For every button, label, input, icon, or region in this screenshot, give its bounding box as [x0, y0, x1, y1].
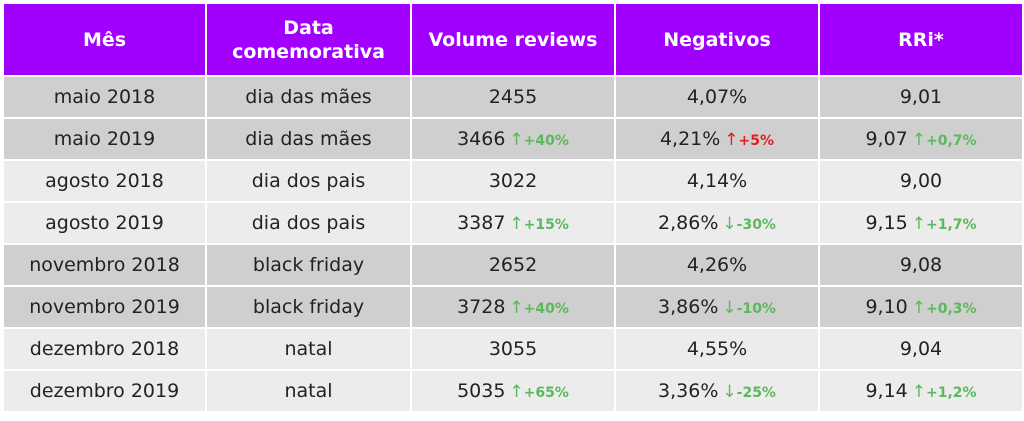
arrow-up-icon: ↑: [509, 214, 524, 234]
table-row: dezembro 2019 natal 5035 ↑+65% 3,36% ↓-25% 9,1…: [2, 369, 1024, 413]
cell-data-comemorativa: natal: [205, 327, 412, 371]
cell-data-comemorativa: dia dos pais: [205, 201, 412, 245]
change-indicator: ↓-30%: [722, 214, 776, 234]
change-indicator: ↓-25%: [722, 382, 776, 402]
cell-rri: 9,00: [818, 159, 1024, 203]
cell-data-comemorativa: natal: [205, 369, 412, 413]
cell-volume: 3022: [410, 159, 616, 203]
cell-mes: maio 2019: [2, 117, 207, 161]
cell-negativos: 3,36% ↓-25%: [614, 369, 820, 413]
cell-negativos: 4,26%: [614, 243, 820, 287]
arrow-up-icon: ↑: [911, 298, 926, 318]
cell-negativos: 4,14%: [614, 159, 820, 203]
table-row: novembro 2019 black friday 3728 ↑+40% 3,86% ↓…: [2, 285, 1024, 329]
table-row: maio 2018 dia das mães 2455 4,07% 9,01: [2, 75, 1024, 119]
change-indicator: ↑+0,3%: [911, 298, 977, 318]
cell-rri: 9,08: [818, 243, 1024, 287]
cell-data-comemorativa: dia dos pais: [205, 159, 412, 203]
change-indicator: ↑+0,7%: [911, 130, 977, 150]
cell-rri: 9,15 ↑+1,7%: [818, 201, 1024, 245]
table-row: agosto 2019 dia dos pais 3387 ↑+15% 2,86% ↓-3…: [2, 201, 1024, 245]
arrow-up-icon: ↑: [509, 382, 524, 402]
table-row: maio 2019 dia das mães 3466 ↑+40% 4,21% ↑+5% 9…: [2, 117, 1024, 161]
cell-data-comemorativa: dia das mães: [205, 75, 412, 119]
cell-negativos: 4,55%: [614, 327, 820, 371]
cell-mes: agosto 2018: [2, 159, 207, 203]
arrow-down-icon: ↓: [722, 382, 737, 402]
cell-volume: 3387 ↑+15%: [410, 201, 616, 245]
cell-negativos: 4,07%: [614, 75, 820, 119]
arrow-down-icon: ↓: [722, 214, 737, 234]
cell-mes: agosto 2019: [2, 201, 207, 245]
cell-volume: 2652: [410, 243, 616, 287]
cell-mes: novembro 2019: [2, 285, 207, 329]
cell-rri: 9,01: [818, 75, 1024, 119]
change-indicator: ↑+65%: [509, 382, 569, 402]
change-indicator: ↓-10%: [722, 298, 776, 318]
change-indicator: ↑+1,2%: [911, 382, 977, 402]
arrow-up-icon: ↑: [509, 130, 524, 150]
change-indicator: ↑+5%: [724, 130, 775, 150]
cell-volume: 3055: [410, 327, 616, 371]
cell-rri: 9,10 ↑+0,3%: [818, 285, 1024, 329]
header-row: Mês Data comemorativa Volume reviews Nega…: [2, 2, 1024, 77]
cell-mes: maio 2018: [2, 75, 207, 119]
table-row: agosto 2018 dia dos pais 3022 4,14% 9,00: [2, 159, 1024, 203]
table-row: dezembro 2018 natal 3055 4,55% 9,04: [2, 327, 1024, 371]
cell-data-comemorativa: dia das mães: [205, 117, 412, 161]
arrow-up-icon: ↑: [911, 130, 926, 150]
cell-mes: dezembro 2018: [2, 327, 207, 371]
change-indicator: ↑+1,7%: [911, 214, 977, 234]
cell-negativos: 2,86% ↓-30%: [614, 201, 820, 245]
table-row: novembro 2018 black friday 2652 4,26% 9,08: [2, 243, 1024, 287]
header-volume-reviews: Volume reviews: [410, 2, 616, 77]
header-negativos: Negativos: [614, 2, 820, 77]
cell-negativos: 3,86% ↓-10%: [614, 285, 820, 329]
cell-mes: dezembro 2019: [2, 369, 207, 413]
table-body: maio 2018 dia das mães 2455 4,07% 9,01 maio 2…: [2, 75, 1024, 413]
arrow-down-icon: ↓: [722, 298, 737, 318]
header-mes: Mês: [2, 2, 207, 77]
cell-rri: 9,07 ↑+0,7%: [818, 117, 1024, 161]
cell-volume: 3728 ↑+40%: [410, 285, 616, 329]
header-data-comemorativa: Data comemorativa: [205, 2, 412, 77]
cell-rri: 9,14 ↑+1,2%: [818, 369, 1024, 413]
change-indicator: ↑+40%: [509, 130, 569, 150]
cell-volume: 3466 ↑+40%: [410, 117, 616, 161]
cell-rri: 9,04: [818, 327, 1024, 371]
header-rri: RRi*: [818, 2, 1024, 77]
cell-volume: 2455: [410, 75, 616, 119]
arrow-up-icon: ↑: [911, 382, 926, 402]
comparison-table: Mês Data comemorativa Volume reviews Nega…: [2, 2, 1024, 413]
arrow-up-icon: ↑: [911, 214, 926, 234]
cell-mes: novembro 2018: [2, 243, 207, 287]
change-indicator: ↑+40%: [509, 298, 569, 318]
cell-data-comemorativa: black friday: [205, 243, 412, 287]
arrow-up-icon: ↑: [509, 298, 524, 318]
cell-volume: 5035 ↑+65%: [410, 369, 616, 413]
arrow-up-icon: ↑: [724, 130, 739, 150]
change-indicator: ↑+15%: [509, 214, 569, 234]
cell-negativos: 4,21% ↑+5%: [614, 117, 820, 161]
cell-data-comemorativa: black friday: [205, 285, 412, 329]
